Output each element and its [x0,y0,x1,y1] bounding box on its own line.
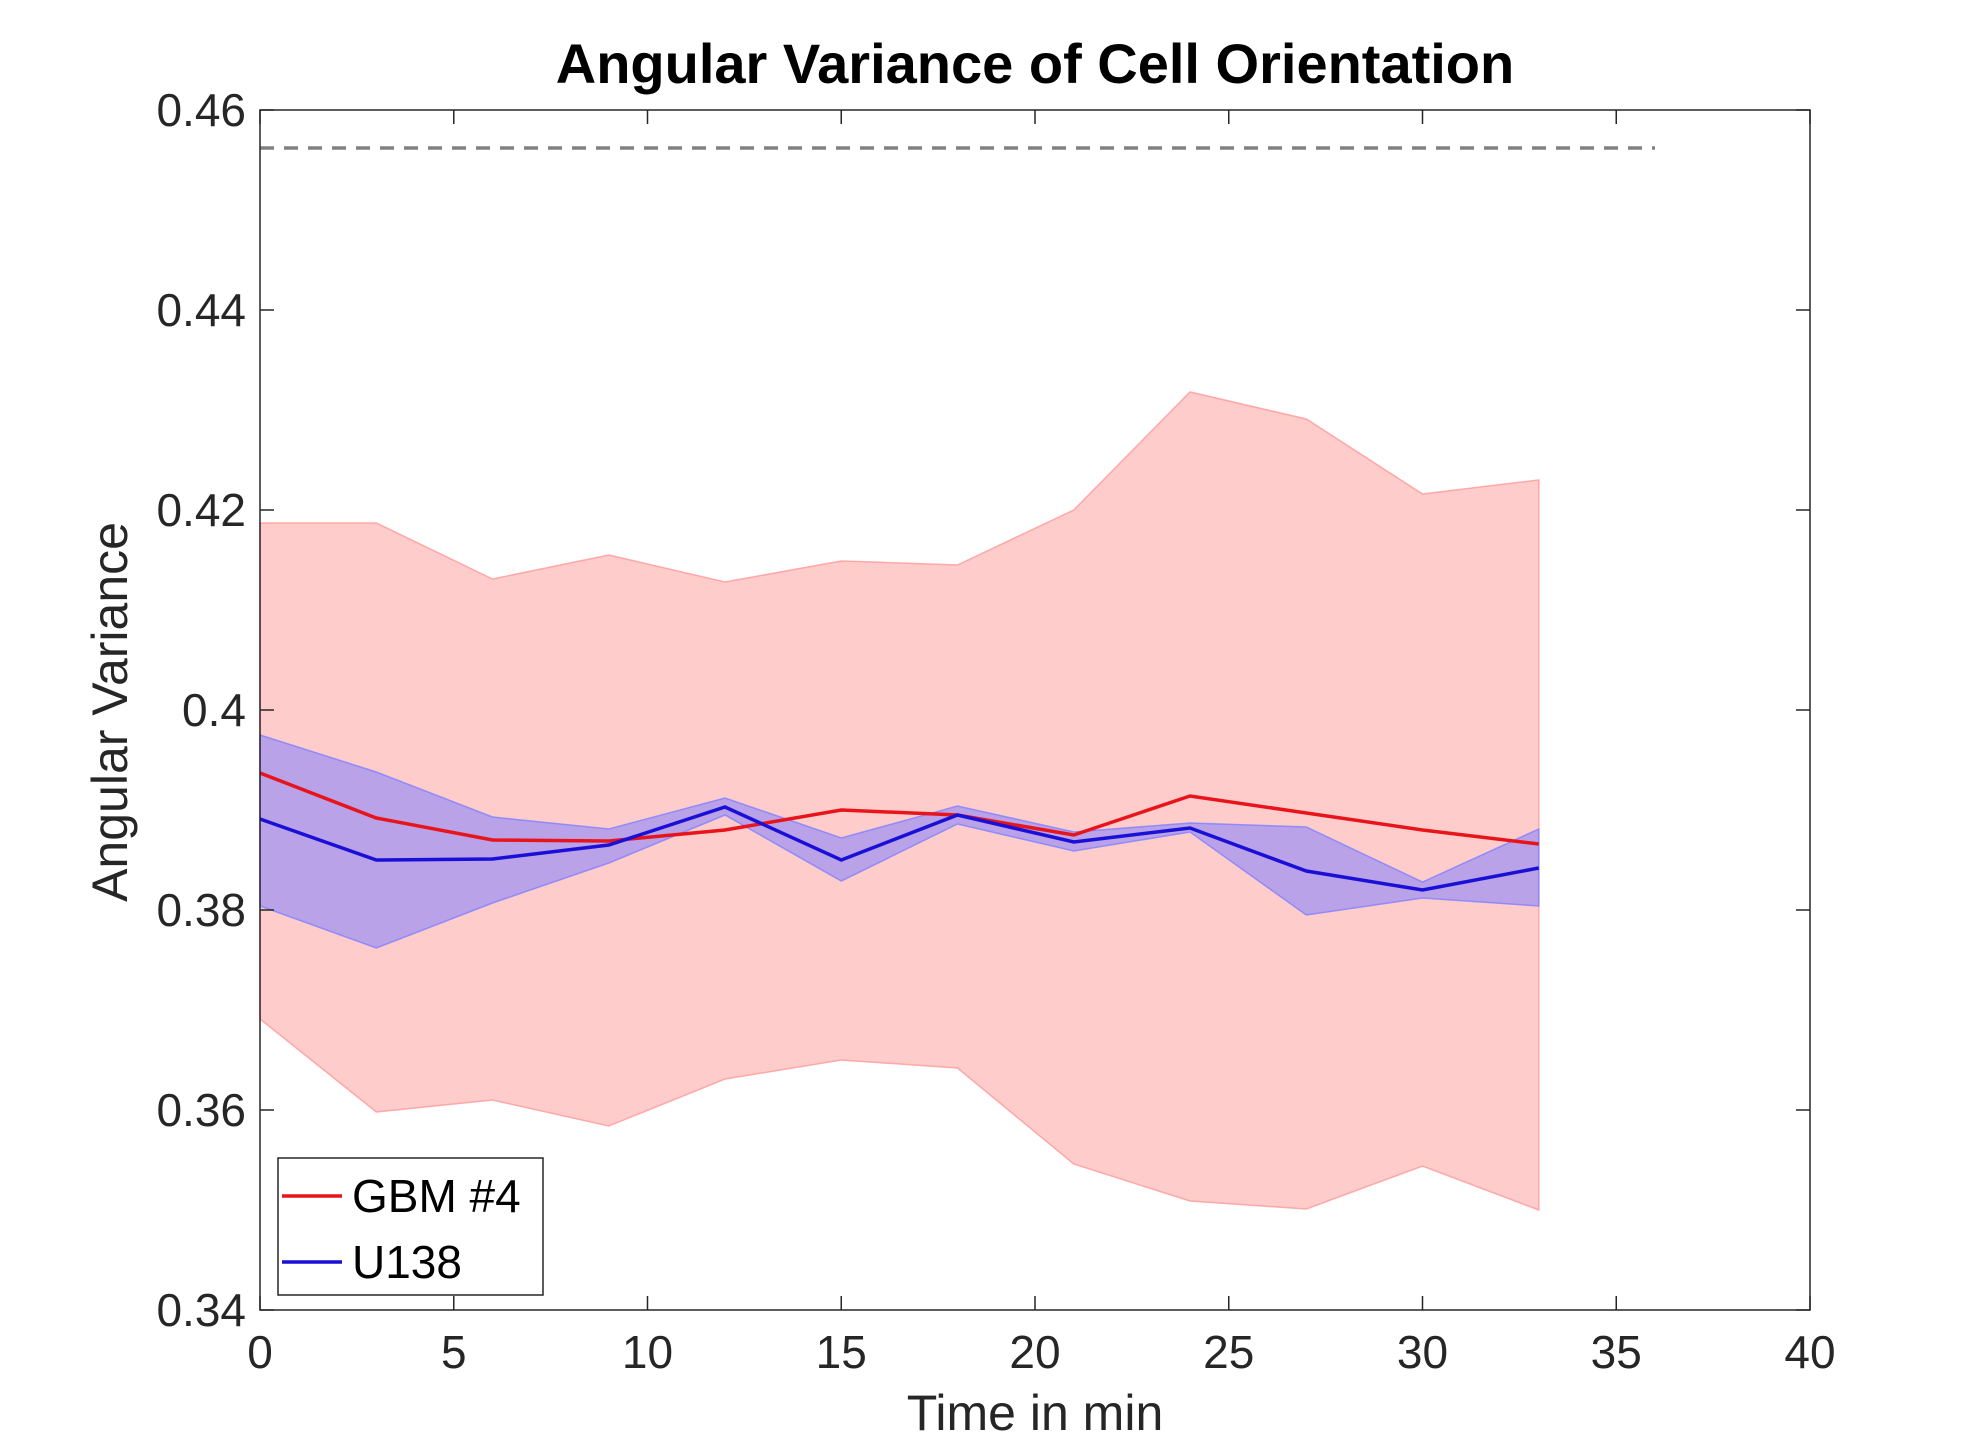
y-tick-label: 0.36 [156,1084,246,1136]
y-tick-label: 0.44 [156,284,246,336]
series-lines [259,771,1540,892]
chart-title: Angular Variance of Cell Orientation [556,32,1514,95]
band-gbm4 [259,391,1540,1212]
x-tick-label: 15 [816,1326,867,1378]
series-line-u138 [259,805,1540,892]
y-tick-label: 0.4 [182,684,246,736]
x-tick-label: 5 [441,1326,467,1378]
legend-entry: GBM #4 [352,1170,521,1222]
series-line-gbm4 [259,771,1540,846]
x-tick-label: 25 [1203,1326,1254,1378]
y-tick-label: 0.34 [156,1284,246,1336]
x-tick-label: 20 [1009,1326,1060,1378]
x-tick-label: 10 [622,1326,673,1378]
x-tick-label: 30 [1397,1326,1448,1378]
y-tick-label: 0.42 [156,484,246,536]
legend-box [277,1157,544,1296]
x-tick-label: 0 [247,1326,273,1378]
band-u138 [259,733,1540,949]
legend: GBM #4 U138 [277,1157,544,1296]
legend-entry: U138 [352,1236,462,1288]
x-tick-label: 40 [1784,1326,1835,1378]
y-tick-label: 0.46 [156,84,246,136]
x-axis-label: Time in min [907,1385,1164,1441]
axes [259,109,1811,1311]
y-axis-label: Angular Variance [82,522,138,902]
x-tick-label: 35 [1591,1326,1642,1378]
confidence-bands [259,391,1540,1212]
tick-labels: 0 5 10 15 20 25 30 35 40 0.34 0.36 0.38 0.4 0.42 0.44 0… [156,84,1835,1378]
y-tick-label: 0.38 [156,884,246,936]
